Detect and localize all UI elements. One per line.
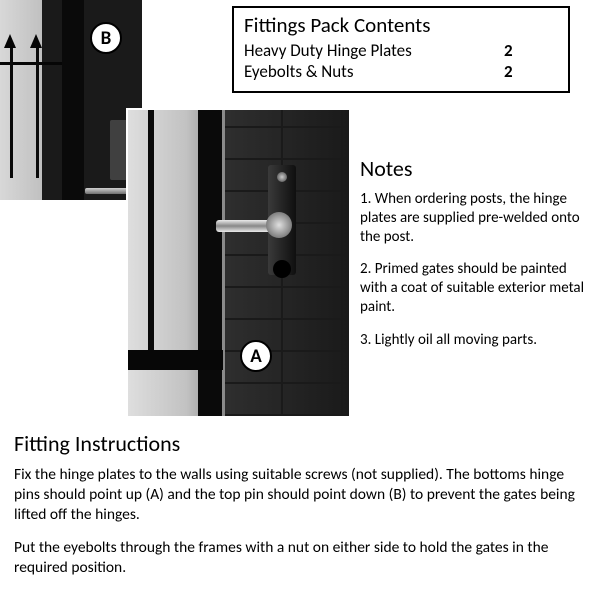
note-item: 3. Lightly oil all moving parts. bbox=[360, 331, 592, 350]
gate-finial bbox=[4, 34, 16, 48]
hinge-pin-cap bbox=[266, 212, 292, 238]
hinge-screw-hole bbox=[273, 260, 291, 278]
contents-box: Fittings Pack Contents Heavy Duty Hinge … bbox=[232, 6, 570, 93]
gate-frame-vertical bbox=[198, 110, 222, 416]
contents-item-label: Eyebolts & Nuts bbox=[244, 61, 504, 82]
gate-post bbox=[62, 0, 84, 200]
hinge-screw bbox=[277, 172, 287, 182]
notes-title: Notes bbox=[360, 155, 592, 182]
notes-section: Notes 1. When ordering posts, the hinge … bbox=[360, 155, 592, 363]
instructions-title: Fitting Instructions bbox=[14, 430, 589, 457]
gate-bar bbox=[10, 48, 13, 178]
contents-item-qty: 2 bbox=[504, 40, 513, 61]
label-badge-a: A bbox=[240, 340, 272, 372]
note-item: 1. When ordering posts, the hinge plates… bbox=[360, 190, 592, 246]
hinge-diagram-b bbox=[0, 0, 142, 200]
contents-row: Heavy Duty Hinge Plates 2 bbox=[244, 40, 558, 61]
hinge-diagram-a bbox=[126, 108, 351, 418]
contents-item-qty: 2 bbox=[504, 61, 513, 82]
contents-row: Eyebolts & Nuts 2 bbox=[244, 61, 558, 82]
gate-bar bbox=[36, 48, 39, 178]
contents-title: Fittings Pack Contents bbox=[244, 12, 558, 38]
gate-frame-horizontal bbox=[128, 350, 223, 370]
instructions-section: Fitting Instructions Fix the hinge plate… bbox=[14, 430, 589, 592]
gate-finial bbox=[30, 34, 42, 48]
note-item: 2. Primed gates should be painted with a… bbox=[360, 260, 592, 316]
gate-inner-bar bbox=[148, 110, 154, 350]
instructions-paragraph: Put the eyebolts through the frames with… bbox=[14, 538, 589, 578]
contents-item-label: Heavy Duty Hinge Plates bbox=[244, 40, 504, 61]
instructions-paragraph: Fix the hinge plates to the walls using … bbox=[14, 465, 589, 524]
label-badge-b: B bbox=[90, 22, 122, 54]
